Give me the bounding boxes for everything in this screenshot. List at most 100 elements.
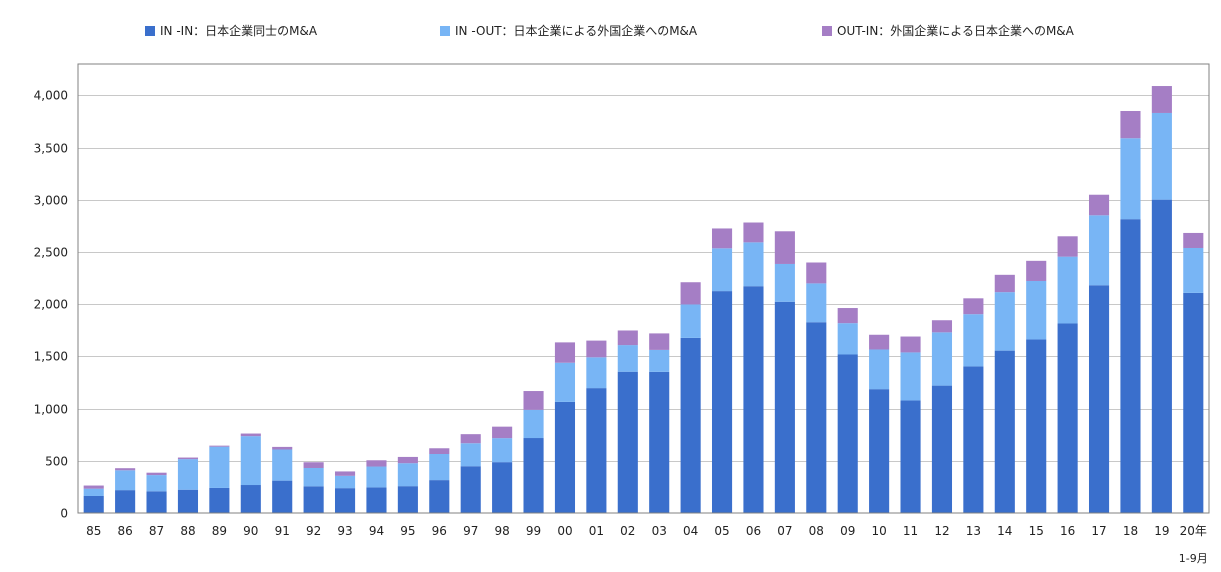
bar-segment-out-in xyxy=(649,333,670,350)
x-tick-label: 90 xyxy=(243,524,258,538)
y-tick-label: 4,000 xyxy=(34,89,68,103)
bar-segment-in-in xyxy=(240,485,261,513)
bar-segment-in-out xyxy=(1151,112,1172,200)
bar-segment-in-out xyxy=(1120,138,1141,220)
bar-segment-in-in xyxy=(743,286,764,513)
bar-segment-out-in xyxy=(115,468,136,471)
bar-segment-in-in xyxy=(900,400,921,513)
x-tick-label: 00 xyxy=(557,524,572,538)
legend: IN -IN：日本企業同士のM&A IN -OUT：日本企業による外国企業へのM… xyxy=(0,22,1221,42)
bar-segment-in-out xyxy=(1057,256,1078,324)
bar-segment-in-out xyxy=(931,332,953,386)
y-tick-label: 3,000 xyxy=(34,194,68,208)
x-tick-label: 18 xyxy=(1123,524,1138,538)
bar-segment-in-out xyxy=(397,463,418,487)
bar-segment-in-in xyxy=(492,462,513,513)
bar-segment-in-in xyxy=(460,466,481,513)
bar-segment-out-in xyxy=(837,308,858,324)
bar-segment-out-in xyxy=(774,231,795,264)
x-tick-label: 11 xyxy=(903,524,918,538)
bar-segment-out-in xyxy=(1151,86,1172,113)
bar-segment-in-in xyxy=(334,488,356,513)
y-tick-label: 500 xyxy=(45,455,68,469)
bar-segment-out-in xyxy=(1057,236,1078,257)
x-tick-label: 97 xyxy=(463,524,478,538)
bar-segment-in-in xyxy=(711,291,733,513)
period-note: 1-9月 xyxy=(1179,552,1208,565)
y-tick-label: 1,000 xyxy=(34,403,68,417)
bar-segment-in-out xyxy=(711,248,733,292)
bar-segment-in-in xyxy=(554,401,576,513)
bar-segment-in-out xyxy=(523,409,544,439)
bar-segment-in-out xyxy=(900,352,921,401)
y-tick-label: 0 xyxy=(60,507,68,521)
legend-label-out-in: OUT-IN：外国企業による日本企業へのM&A xyxy=(837,24,1074,38)
bar-segment-in-out xyxy=(649,349,670,372)
bar-segment-out-in xyxy=(680,282,701,305)
x-tick-label: 14 xyxy=(997,524,1012,538)
x-tick-label: 99 xyxy=(526,524,541,538)
x-tick-label: 88 xyxy=(180,524,195,538)
bar-segment-in-in xyxy=(303,486,324,513)
x-tick-label: 98 xyxy=(494,524,509,538)
x-tick-label: 10 xyxy=(871,524,886,538)
bar-segment-in-out xyxy=(177,459,199,490)
bar-segment-out-in xyxy=(460,434,481,444)
x-tick-label: 13 xyxy=(966,524,981,538)
bar-segment-out-in xyxy=(523,391,544,410)
bar-segment-in-out xyxy=(806,283,827,323)
bar-segment-in-in xyxy=(837,354,858,513)
bar-segment-out-in xyxy=(711,228,733,249)
bar-segment-out-in xyxy=(900,336,921,353)
bar-segment-out-in xyxy=(963,298,984,315)
x-tick-label: 96 xyxy=(432,524,447,538)
bar-segment-in-in xyxy=(83,495,104,513)
bar-segment-in-in xyxy=(1183,292,1204,513)
bar-segment-out-in xyxy=(177,457,199,460)
bar-segment-out-in xyxy=(397,456,418,464)
bar-segment-out-in xyxy=(366,460,387,467)
bar-segment-in-out xyxy=(554,362,576,402)
bar-segment-in-out xyxy=(115,470,136,491)
bar-segment-in-out xyxy=(994,292,1015,351)
bar-segment-out-in xyxy=(869,334,890,350)
legend-swatch-in-in xyxy=(145,25,155,36)
bar-segment-out-in xyxy=(1026,260,1047,281)
x-tick-label: 15 xyxy=(1029,524,1044,538)
bar-segment-in-out xyxy=(774,263,795,302)
bar-segment-out-in xyxy=(209,445,230,447)
bar-segment-in-in xyxy=(209,487,230,513)
y-tick-label: 1,500 xyxy=(34,350,68,364)
legend-swatch-in-out xyxy=(440,25,450,36)
x-tick-label: 91 xyxy=(275,524,290,538)
y-tick-label: 3,500 xyxy=(34,142,68,156)
x-tick-label: 02 xyxy=(620,524,635,538)
bar-segment-out-in xyxy=(617,330,638,346)
bar-segment-out-in xyxy=(1183,232,1204,248)
bar-segment-in-in xyxy=(649,371,670,513)
bar-segment-out-in xyxy=(492,426,513,439)
bar-segment-in-out xyxy=(334,475,356,489)
bar-segment-in-in xyxy=(994,350,1015,513)
x-tick-label: 01 xyxy=(589,524,604,538)
x-tick-label: 94 xyxy=(369,524,384,538)
bar-segment-in-out xyxy=(1183,247,1204,293)
bar-segment-in-out xyxy=(83,488,104,496)
bar-segment-in-out xyxy=(240,436,261,486)
bar-segment-out-in xyxy=(146,472,167,476)
x-tick-label: 17 xyxy=(1091,524,1106,538)
bars xyxy=(83,86,1204,514)
bar-segment-in-out xyxy=(680,304,701,338)
x-tick-label: 20年 xyxy=(1180,524,1207,538)
bar-segment-out-in xyxy=(272,446,293,450)
bar-segment-out-in xyxy=(240,433,261,437)
x-axis: 85 86 87 88 89 90 91 92 93 94 95 96 97 98 99 00 01 02 03 04… xyxy=(86,524,1208,565)
bar-segment-in-in xyxy=(774,301,795,513)
bar-segment-in-in xyxy=(617,371,638,513)
bar-segment-out-in xyxy=(743,222,764,243)
legend-label-in-out: IN -OUT：日本企業による外国企業へのM&A xyxy=(455,24,698,38)
bar-segment-in-in xyxy=(1057,323,1078,513)
y-tick-label: 2,000 xyxy=(34,298,68,312)
bar-segment-in-in xyxy=(1088,285,1110,513)
y-axis: 0 500 1,000 1,500 2,000 2,500 3,000 3,500 4,000 xyxy=(34,89,68,521)
